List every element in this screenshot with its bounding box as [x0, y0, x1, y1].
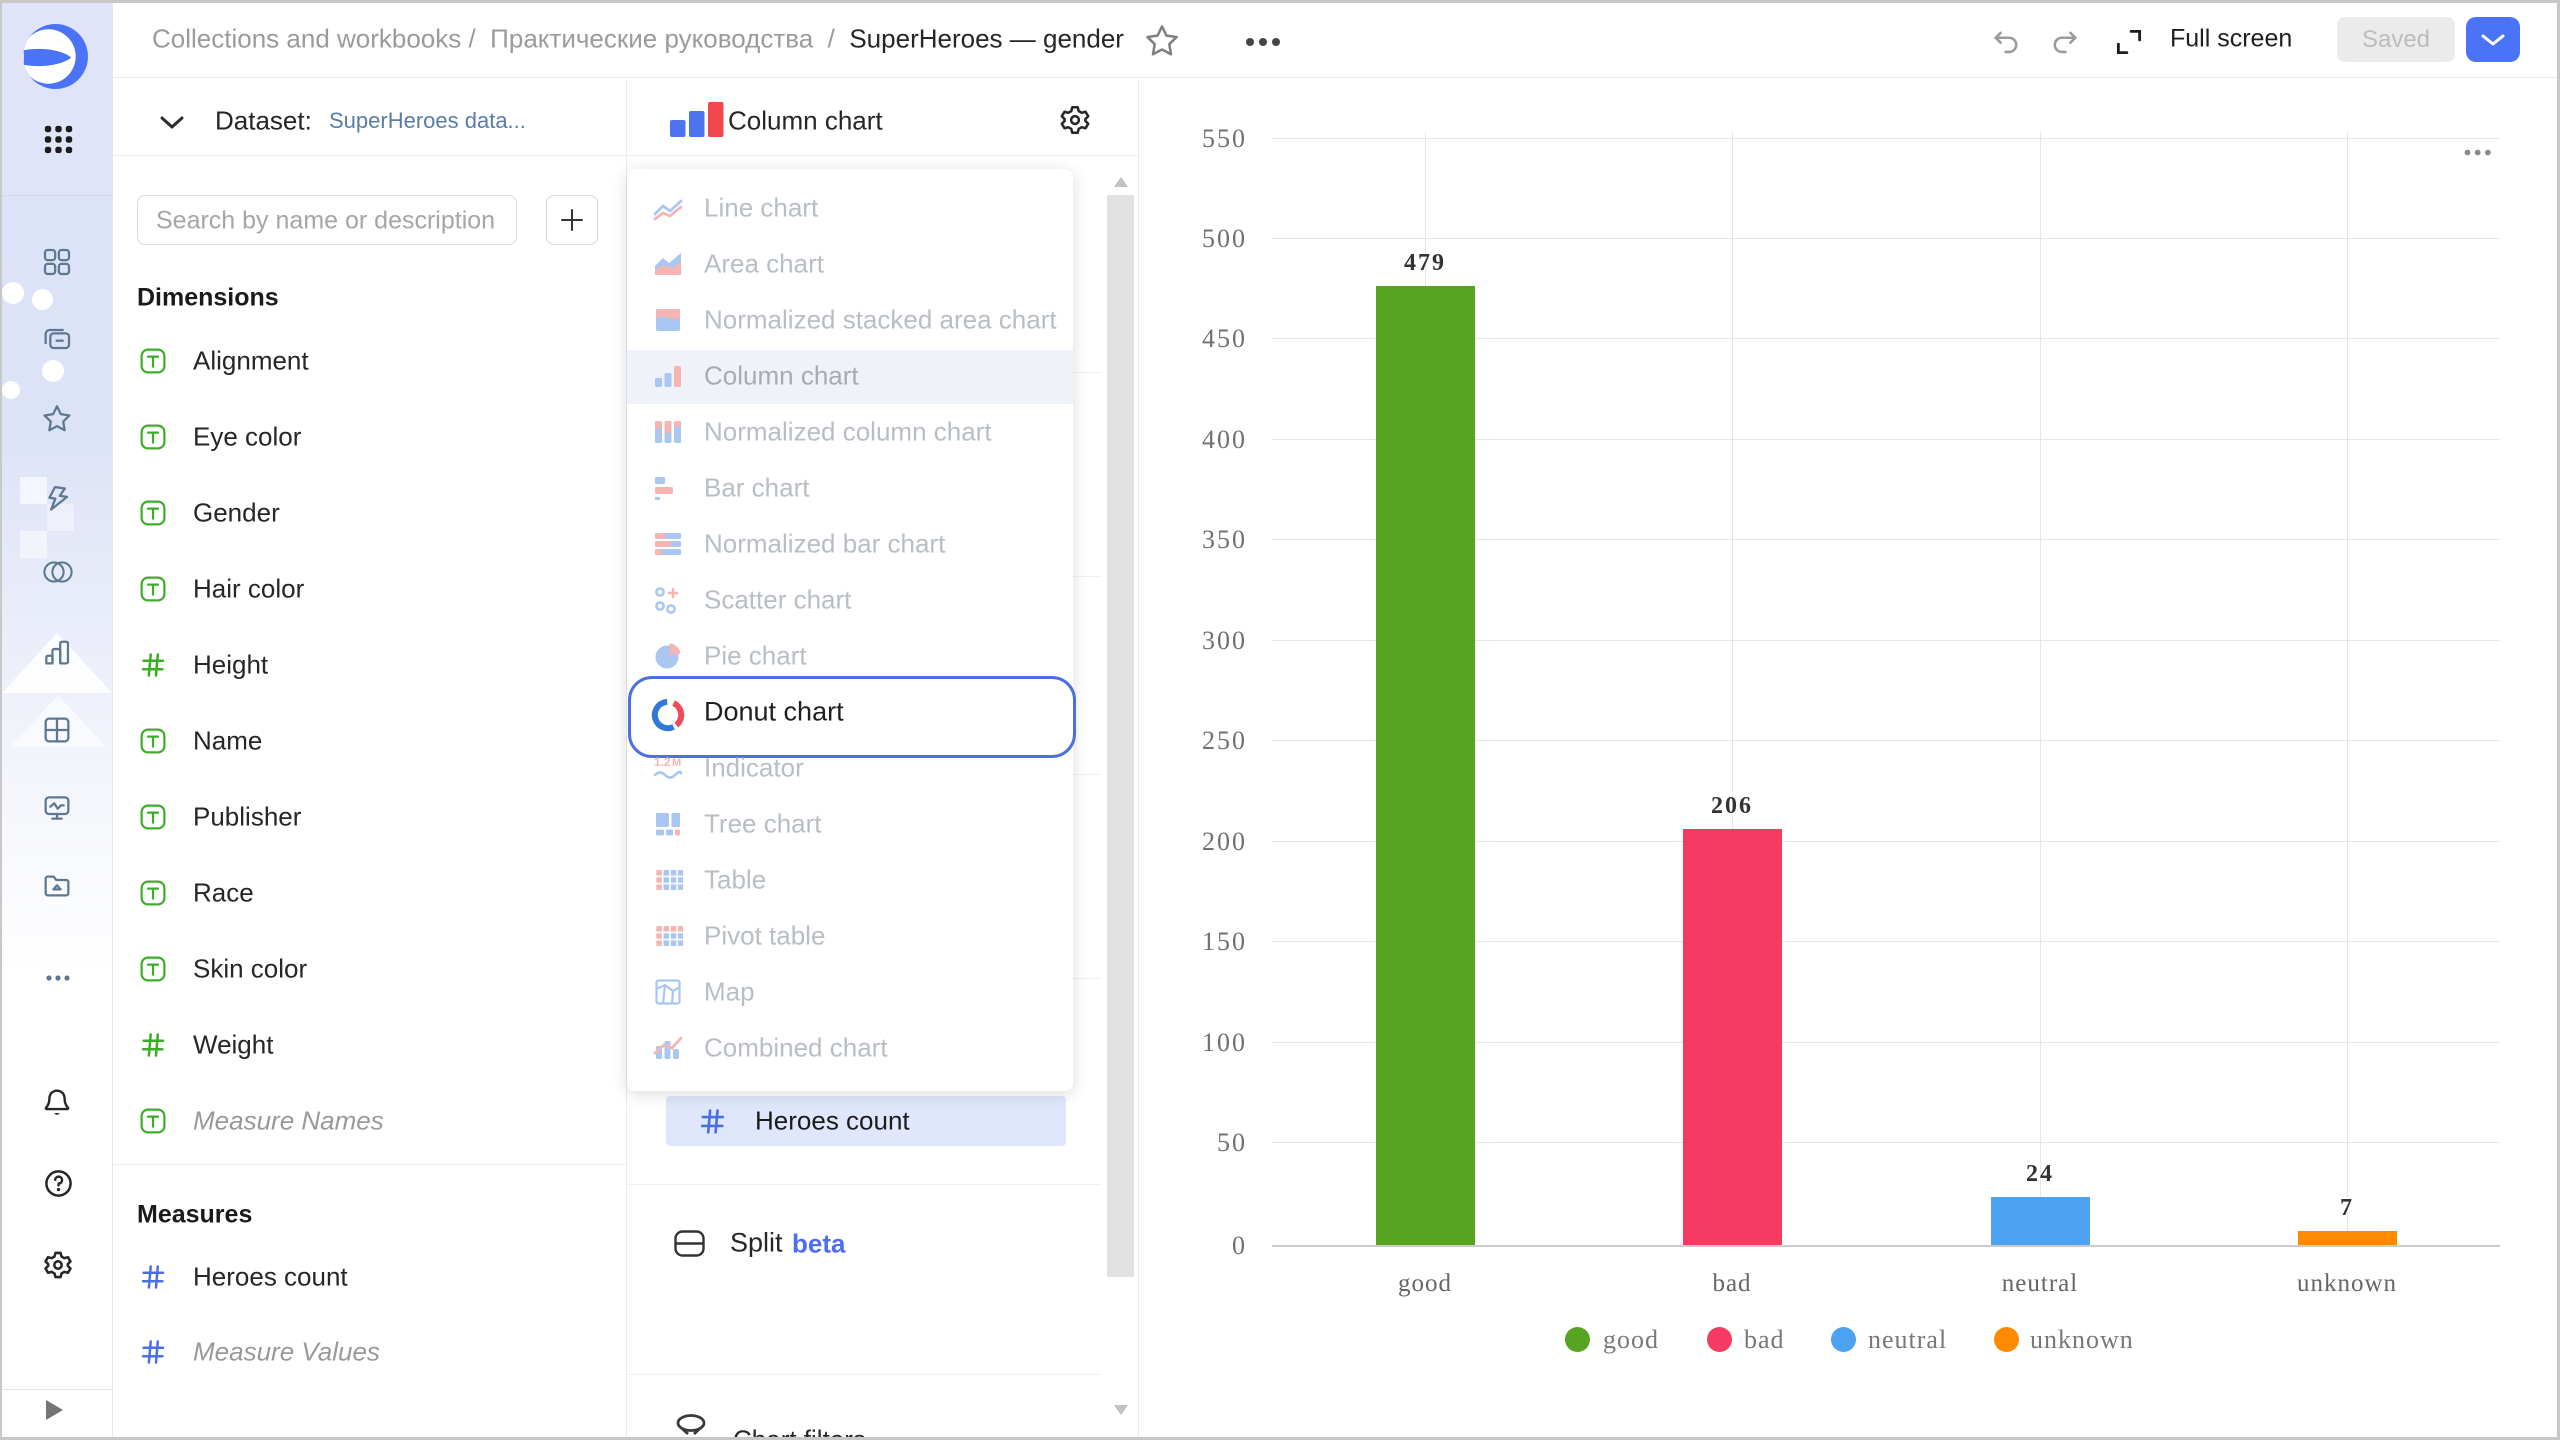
svg-text:M: M	[672, 757, 681, 769]
svg-text:1.2: 1.2	[654, 755, 671, 769]
